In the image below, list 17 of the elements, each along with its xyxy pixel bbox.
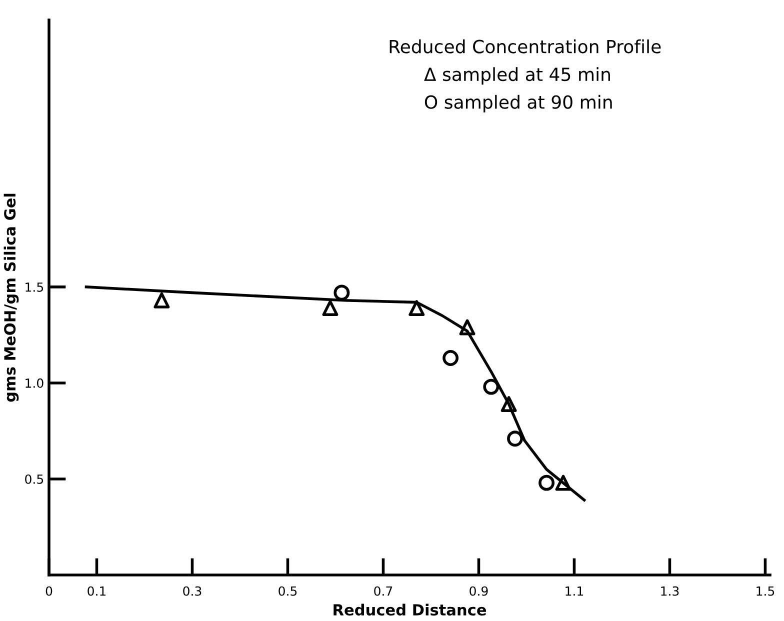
x-tick-label: 1.1 xyxy=(566,586,584,596)
x-tick-label: 0.1 xyxy=(88,586,106,596)
x-tick-label: 0.7 xyxy=(374,586,392,596)
x-tick-label: 1.5 xyxy=(756,586,774,596)
x-tick-label: 1.3 xyxy=(661,586,679,596)
x-axis-title: Reduced Distance xyxy=(334,604,486,616)
annotation: O sampled at 90 min xyxy=(424,94,612,112)
y-tick-label: 1.5 xyxy=(26,282,44,292)
x-tick-label: 0 xyxy=(46,586,52,596)
y-axis-title: gms MeOH/gm Silica Gel xyxy=(4,194,19,402)
text: Reduced Concentration Profile xyxy=(390,39,661,54)
x-tick-label: 0.3 xyxy=(183,586,202,596)
annotation: Δ sampled at 45 min xyxy=(424,67,610,85)
y-tick-label: 0.5 xyxy=(25,474,44,484)
x-tick-label: 0.5 xyxy=(278,586,297,596)
y-tick-label: 1.0 xyxy=(26,378,44,388)
x-tick-label: 0.9 xyxy=(470,586,488,596)
